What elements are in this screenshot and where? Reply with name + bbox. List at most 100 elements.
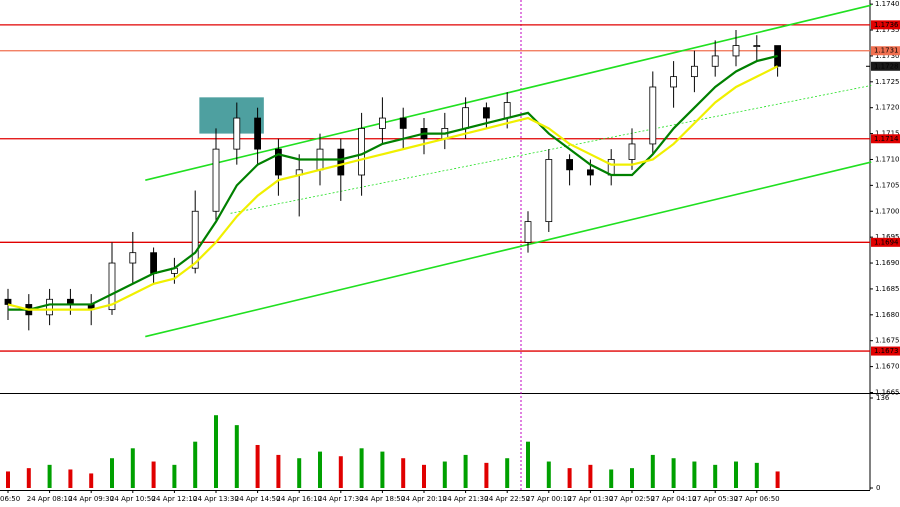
volume-bar — [172, 464, 177, 488]
moving-average — [7, 65, 779, 311]
x-tick-label: 24 Apr 14:50 — [235, 495, 281, 503]
candle-body — [628, 143, 636, 160]
level-label: 1.1714 — [874, 135, 899, 143]
volume-bar — [193, 441, 198, 488]
current-price-box — [871, 61, 900, 71]
candle-body — [607, 159, 615, 176]
candle-body — [566, 159, 573, 171]
y-tick-label: 1.1715 — [875, 130, 900, 138]
volume-tick-label: 0 — [876, 484, 880, 492]
level-label-box — [871, 237, 900, 247]
candle-body — [108, 262, 116, 311]
candle-body — [337, 148, 345, 176]
y-tick-label: 1.1710 — [875, 155, 900, 163]
candle-body — [524, 221, 532, 243]
candle-body — [358, 128, 366, 176]
volume-tick-label: 136 — [876, 394, 890, 402]
y-tick-label: 1.1695 — [875, 233, 900, 241]
candle-body — [254, 117, 262, 150]
candle-body — [191, 210, 199, 269]
volume-bar — [89, 473, 94, 488]
candle-body — [150, 252, 158, 274]
candle-body — [462, 107, 470, 129]
trendline — [145, 4, 872, 181]
trendline — [230, 85, 872, 214]
y-tick-label: 1.1665 — [875, 388, 900, 396]
volume-bar — [754, 462, 759, 488]
volume-bar — [26, 468, 31, 488]
level-label: 1.1673 — [874, 347, 899, 355]
volume-bar — [692, 461, 697, 488]
x-tick-label: 27 Apr 04:10 — [651, 495, 697, 503]
y-tick-label: 1.1700 — [875, 207, 900, 215]
x-tick-label: 24 Apr 22:50 — [484, 495, 530, 503]
volume-bar — [442, 461, 447, 488]
volume-bar — [567, 468, 572, 488]
volume-bar — [276, 454, 281, 488]
y-tick-label: 1.1690 — [875, 259, 900, 267]
y-tick-label: 1.1705 — [875, 181, 900, 189]
volume-bar — [775, 471, 780, 488]
x-tick-label: 24 Apr 13:30 — [193, 495, 239, 503]
y-tick-label: 1.1680 — [875, 311, 900, 319]
x-tick-label: 24 Apr 12:10 — [152, 495, 198, 503]
volume-bar — [110, 458, 114, 488]
candle-body — [503, 102, 511, 119]
x-tick-label: 24 Apr 09:30 — [68, 495, 114, 503]
volume-bar — [130, 448, 135, 488]
x-tick-label: 24 Apr 10:50 — [110, 495, 156, 503]
x-tick-label: 24 Apr 08:10 — [27, 495, 73, 503]
candle-body — [691, 65, 698, 78]
x-tick-label: 27 Apr 00:10 — [526, 495, 572, 503]
zone — [199, 97, 264, 134]
candle-body — [649, 86, 657, 145]
volume-bar — [713, 464, 718, 488]
volume-bar — [338, 456, 343, 488]
level-label-box — [871, 20, 900, 30]
volume-bar — [401, 458, 406, 488]
candle-body — [482, 107, 490, 119]
volume-bar — [484, 462, 489, 488]
y-tick-label: 1.1735 — [875, 26, 900, 34]
candle-body — [233, 117, 241, 150]
x-tick-label: 24 Apr 18:50 — [360, 495, 406, 503]
y-tick-label: 1.1675 — [875, 337, 900, 345]
candle-body — [545, 159, 553, 223]
volume-bar — [151, 461, 156, 488]
level-label: 1.1694 — [874, 238, 899, 246]
y-tick-label: 1.1685 — [875, 285, 900, 293]
volume-bar — [422, 464, 426, 488]
volume-bar — [630, 468, 634, 488]
candle-body — [399, 117, 407, 129]
x-tick-label: 24 Apr 21:30 — [443, 495, 489, 503]
volume-bar — [359, 448, 364, 488]
volume-bar — [47, 464, 52, 488]
candle-body — [711, 55, 719, 67]
y-tick-label: 1.1670 — [875, 363, 900, 371]
volume-bar — [6, 471, 10, 488]
volume-bar — [214, 415, 218, 488]
volume-bar — [255, 444, 260, 488]
volume-bar — [671, 458, 676, 488]
current-price-label: 1.1728 — [874, 62, 899, 70]
volume-bar — [526, 441, 530, 488]
volume-bar — [588, 464, 593, 488]
level-label-box — [871, 346, 900, 356]
x-tick-label: 27 Apr 05:30 — [692, 495, 738, 503]
level-label: 1.1731 — [874, 47, 899, 55]
volume-bar — [463, 454, 468, 488]
volume-bar — [234, 425, 239, 488]
volume-bar — [68, 469, 73, 488]
volume-bar — [318, 451, 322, 488]
volume-bar — [505, 458, 510, 488]
y-tick-label: 1.1730 — [875, 52, 900, 60]
x-tick-label: 27 Apr 01:30 — [568, 495, 614, 503]
volume-bar — [297, 458, 302, 488]
x-tick-label: 24 Apr 16:10 — [276, 495, 322, 503]
x-tick-label: 24 Apr 17:30 — [318, 495, 364, 503]
candle-body — [46, 298, 53, 316]
candle-body — [129, 252, 137, 264]
level-label: 1.1736 — [874, 21, 899, 29]
